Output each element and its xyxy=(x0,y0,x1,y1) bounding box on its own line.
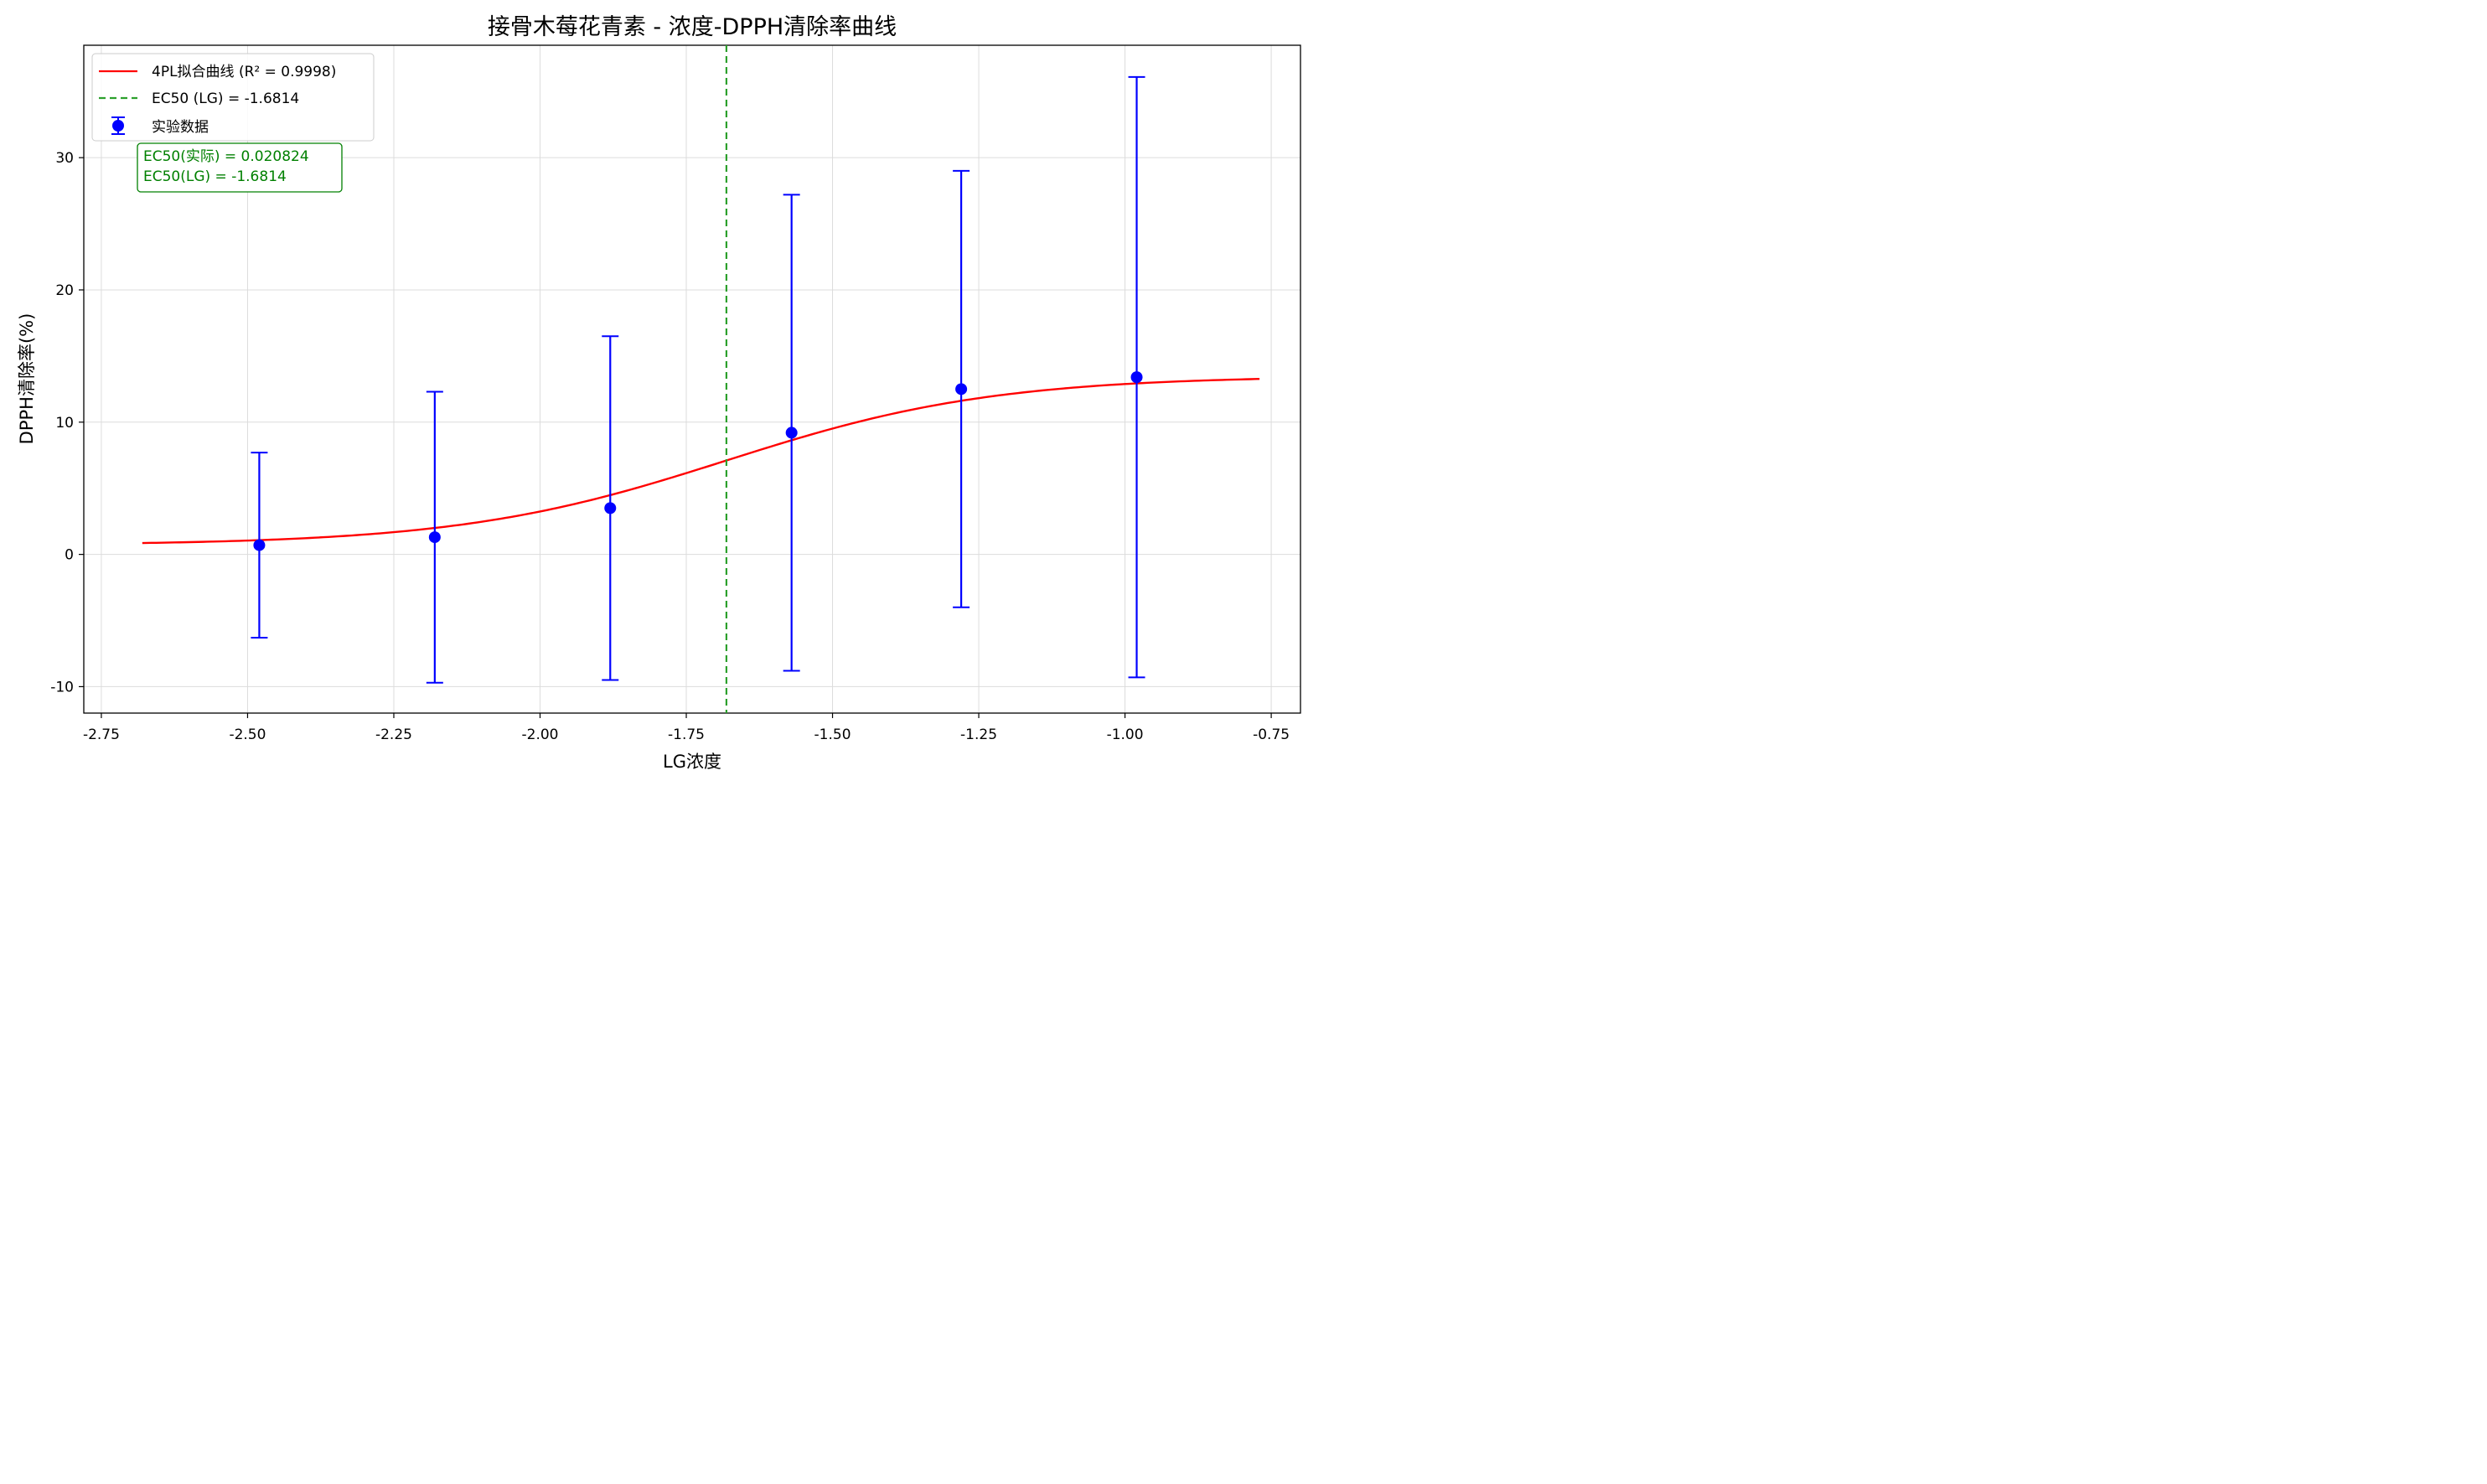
y-tick-label: -10 xyxy=(50,679,74,695)
fit-curve-line xyxy=(142,378,1260,545)
plot-area xyxy=(83,44,1301,714)
x-tick-label: -1.00 xyxy=(1107,726,1144,743)
annotation-line-actual: EC50(实际) = 0.020824 xyxy=(143,148,309,165)
y-tick-label: 30 xyxy=(55,150,74,167)
x-axis-label: LG浓度 xyxy=(663,752,721,772)
axis-ticks: -2.75 -2.50 -2.25 -2.00 -1.75 -1.50 -1.25 -1.00… xyxy=(50,150,1290,743)
legend-fit-label: 4PL拟合曲线 (R² = 0.9998) xyxy=(152,64,336,80)
data-point xyxy=(1130,371,1143,384)
data-point xyxy=(604,502,617,514)
ec50-annotation: EC50(实际) = 0.020824 EC50(LG) = -1.6814 xyxy=(137,142,343,193)
series xyxy=(142,45,1260,713)
annotation-box xyxy=(137,142,343,193)
x-tick-label: -2.75 xyxy=(83,726,120,743)
y-axis-label: DPPH清除率(%) xyxy=(17,313,37,445)
x-tick-label: -1.50 xyxy=(814,726,851,743)
x-tick-label: -2.00 xyxy=(522,726,559,743)
y-tick-label: 0 xyxy=(65,547,74,564)
annotation-line-lg: EC50(LG) = -1.6814 xyxy=(143,168,287,185)
grid xyxy=(84,45,1300,713)
data-point xyxy=(428,531,441,544)
x-tick-label: -2.25 xyxy=(375,726,412,743)
y-tick-label: 10 xyxy=(55,415,74,432)
legend-box xyxy=(91,53,375,142)
x-tick-label: -1.75 xyxy=(668,726,705,743)
y-tick-label: 20 xyxy=(55,282,74,299)
x-tick-label: -0.75 xyxy=(1253,726,1290,743)
chart-title: 接骨木莓花青素 - 浓度-DPPH清除率曲线 xyxy=(488,14,897,40)
x-tick-label: -2.50 xyxy=(229,726,266,743)
chart: 接骨木莓花青素 - 浓度-DPPH清除率曲线 -2.75 -2.50 -2.25 -2… xyxy=(17,14,1301,772)
legend-marker-icon xyxy=(112,120,124,132)
legend-ec50-label: EC50 (LG) = -1.6814 xyxy=(152,90,299,107)
x-tick-label: -1.25 xyxy=(960,726,997,743)
data-point xyxy=(253,539,266,551)
legend-data-swatch xyxy=(111,116,125,135)
legend-data-label: 实验数据 xyxy=(152,119,209,136)
legend: 4PL拟合曲线 (R² = 0.9998) EC50 (LG) = -1.681… xyxy=(91,53,375,142)
data-point xyxy=(785,427,798,439)
data-point xyxy=(955,383,968,396)
